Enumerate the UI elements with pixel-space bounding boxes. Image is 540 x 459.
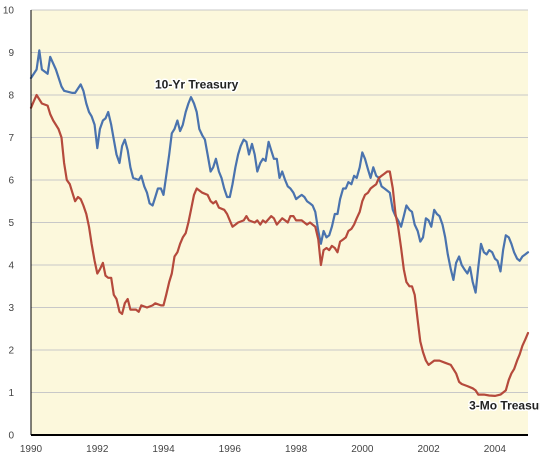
x-tick-label: 1994 (152, 444, 175, 455)
x-tick-label: 2000 (351, 444, 374, 455)
axes (30, 10, 528, 436)
y-tick-label: 6 (8, 176, 14, 187)
y-tick-label: 0 (8, 431, 14, 442)
y-tick-label: 9 (8, 48, 14, 59)
y-tick-label: 4 (8, 261, 14, 272)
y-tick-label: 2 (8, 346, 14, 357)
y-tick-label: 3 (8, 303, 14, 314)
y-tick-label: 7 (8, 133, 14, 144)
y-axis-tick-labels: 0 1 2 3 4 5 6 7 8 9 10 (3, 6, 15, 442)
series-lines (29, 49, 530, 397)
series-label: 3-Mo Treasury (469, 399, 540, 413)
series-labels: 10-Yr Treasury 3-Mo Treasury (153, 76, 540, 414)
x-tick-label: 1990 (20, 444, 43, 455)
y-tick-label: 5 (8, 218, 14, 229)
x-tick-label: 1996 (219, 444, 242, 455)
x-tick-label: 1992 (86, 444, 109, 455)
y-tick-label: 8 (8, 91, 14, 102)
series-label: 10-Yr Treasury (155, 78, 239, 92)
y-tick-label: 10 (3, 6, 15, 17)
x-tick-label: 2004 (484, 444, 507, 455)
x-tick-label: 1998 (285, 444, 308, 455)
y-tick-label: 1 (8, 388, 14, 399)
x-tick-label: 2002 (417, 444, 440, 455)
x-axis-tick-labels: 1990 1992 1994 1996 1998 2000 2002 2004 (20, 444, 507, 455)
gridlines (31, 9, 528, 393)
series-line-3mo (29, 93, 530, 397)
series-line-10yr (29, 49, 530, 294)
